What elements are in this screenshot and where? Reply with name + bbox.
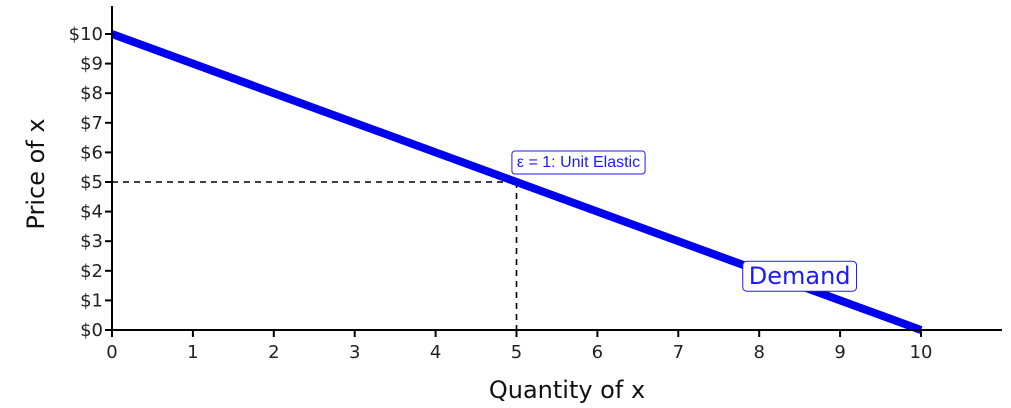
annotation-box	[511, 150, 646, 175]
unit-elastic-label: ε = 1: Unit Elastic	[517, 154, 640, 171]
demand-label-group: Demand	[742, 260, 858, 292]
x-tick-label: 8	[753, 342, 764, 363]
demand-label-box	[742, 260, 858, 292]
x-axis-title: Quantity of x	[489, 376, 645, 404]
y-tick-label: $2	[80, 261, 103, 282]
annotations: ε = 1: Unit Elastic Demand	[511, 150, 858, 292]
y-tick-label: $5	[80, 172, 103, 193]
x-tick-label: 1	[187, 342, 198, 363]
x-ticks: 0 1 2 3 4 5 6 7 8 9 10	[106, 330, 932, 363]
y-tick-label: $0	[80, 320, 103, 341]
y-tick-label: $1	[80, 290, 103, 311]
reference-lines	[112, 181, 518, 330]
y-tick-label: $7	[80, 113, 103, 134]
axes	[111, 6, 1002, 331]
x-tick-label: 6	[592, 342, 603, 363]
y-tick-label: $4	[80, 202, 103, 223]
x-tick-label: 5	[511, 342, 522, 363]
y-tick-label: $6	[80, 142, 103, 163]
x-tick-label: 2	[268, 342, 279, 363]
y-tick-label: $9	[80, 54, 103, 75]
x-tick-label: 3	[349, 342, 360, 363]
y-axis-title: Price of x	[22, 118, 50, 229]
x-tick-label: 7	[673, 342, 684, 363]
y-ticks: $0 $1 $2 $3 $4 $5 $6 $7 $8 $9 $10	[69, 24, 112, 341]
y-tick-label: $8	[80, 83, 103, 104]
demand-label: Demand	[749, 262, 851, 290]
y-tick-label: $3	[80, 231, 103, 252]
x-tick-label: 10	[910, 342, 933, 363]
y-tick-label: $10	[69, 24, 103, 45]
x-tick-label: 9	[834, 342, 845, 363]
x-tick-label: 4	[430, 342, 441, 363]
x-tick-label: 0	[106, 342, 117, 363]
unit-elastic-annotation: ε = 1: Unit Elastic	[511, 150, 646, 175]
